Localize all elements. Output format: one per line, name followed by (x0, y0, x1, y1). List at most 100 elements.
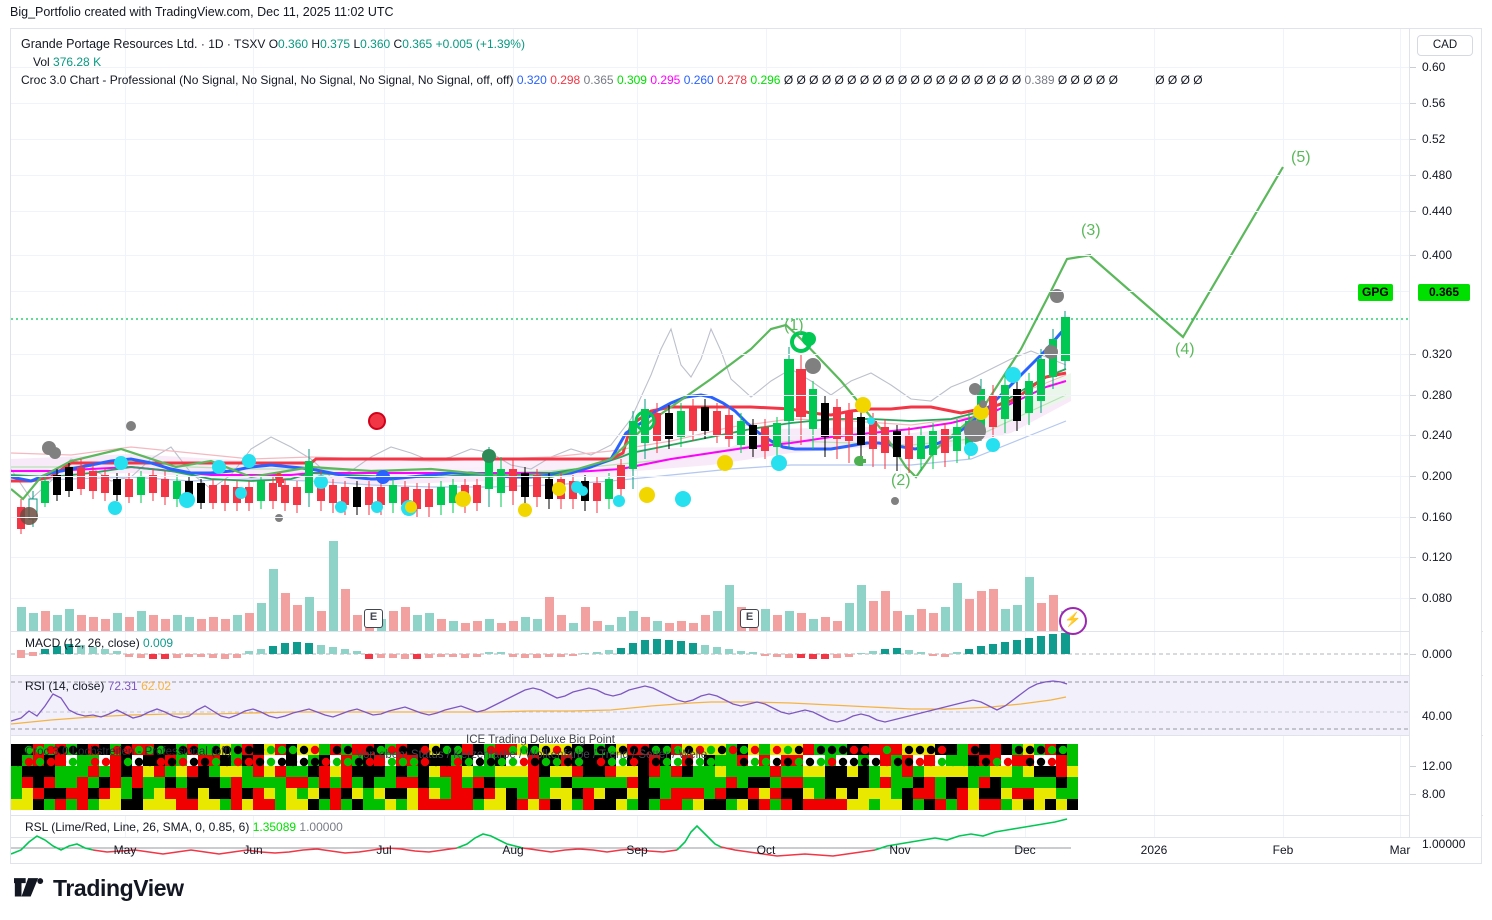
rsl-line-svg (11, 818, 1071, 857)
croc-empty-group: Ø Ø Ø Ø Ø (1057, 73, 1118, 87)
rsi-plot-area[interactable] (11, 676, 1411, 735)
loch-axis-label-1: 12.00 (1422, 759, 1453, 773)
gridline-horizontal (11, 395, 1411, 396)
legend-sep: · (226, 37, 231, 51)
volume-label: Vol (33, 55, 50, 69)
rsl-plot-area[interactable] (11, 816, 1411, 865)
volume-legend[interactable]: Vol 376.28 K (33, 55, 101, 69)
gridline-horizontal (11, 211, 1411, 212)
macd-value: 0.009 (143, 636, 174, 650)
price-tick-label: 0.60 (1422, 60, 1446, 74)
price-tick-label: 0.120 (1422, 550, 1453, 564)
earnings-marker[interactable]: E (740, 609, 759, 628)
symbol-exchange: TSXV (234, 37, 266, 51)
ice-overlay-subtitle: Von oben: Status / Kerzenfarbe / Wolkenf… (356, 749, 708, 761)
rsl-value-2: 1.00000 (299, 820, 343, 834)
price-tick-label: 0.200 (1422, 469, 1453, 483)
croc-value: 0.298 (550, 73, 581, 87)
rsi-value-1: 72.31 (107, 679, 138, 693)
macd-histogram-svg (11, 633, 1411, 659)
croc-value: 0.309 (616, 73, 647, 87)
time-label: Oct (756, 843, 776, 857)
panel-separator (11, 631, 1483, 632)
currency-button[interactable]: CAD (1417, 35, 1473, 56)
gridline-vertical (513, 29, 514, 837)
croc-title: Croc 3.0 Chart - Professional (No Signal… (21, 73, 514, 87)
last-price-badge: 0.365 (1418, 284, 1470, 301)
wave-label-1: (1) (784, 317, 804, 334)
gridline-horizontal (11, 557, 1411, 558)
time-scale[interactable]: May Jun Jul Aug Sep Oct Nov Dec 2026 Feb… (10, 838, 1482, 864)
tradingview-logo: TradingView (14, 875, 184, 902)
ohlc-open-key: O (268, 37, 279, 51)
lochstreifen-plot-area[interactable] (11, 736, 1411, 815)
dividend-marker[interactable]: ⚡ (1059, 607, 1087, 635)
croc-legend[interactable]: Croc 3.0 Chart - Professional (No Signal… (21, 73, 1203, 87)
croc-empty-group: Ø Ø Ø Ø Ø Ø Ø Ø Ø Ø Ø Ø Ø Ø Ø Ø Ø Ø Ø (783, 73, 1022, 87)
macd-plot-area[interactable] (11, 632, 1411, 675)
ohlc-low-key: L (353, 37, 361, 51)
gridline-horizontal (11, 517, 1411, 518)
wave-label-3: (3) (1081, 222, 1101, 239)
rsi-axis-label: 40.00 (1422, 709, 1453, 723)
gridline-horizontal (11, 175, 1411, 176)
price-tick-label: 0.320 (1422, 347, 1453, 361)
croc-value: 0.260 (683, 73, 714, 87)
tradingview-mark-icon (14, 877, 44, 896)
ohlc-high-value: 0.375 (320, 37, 351, 51)
price-plot-area[interactable]: (1) (2) (3) (4) (5) (11, 29, 1411, 631)
gridline-horizontal (11, 255, 1411, 256)
ice-overlay-title: ICE Trading Deluxe Big Point (466, 734, 615, 746)
rsi-line-svg (11, 680, 1411, 730)
ohlc-open-value: 0.360 (278, 37, 309, 51)
croc-empty-group: Ø Ø Ø Ø (1155, 73, 1203, 87)
panel-separator (11, 815, 1483, 816)
price-series-svg (11, 166, 1411, 534)
ohlc-close-key: C (393, 37, 403, 51)
rsl-legend[interactable]: RSL (Lime/Red, Line, 26, SMA, 0, 0.85, 6… (25, 820, 343, 834)
gridline-horizontal (11, 139, 1411, 140)
macd-legend[interactable]: MACD (12, 26, close) 0.009 (25, 636, 173, 650)
time-label: Mar (1389, 843, 1411, 857)
symbol-legend[interactable]: Grande Portage Resources Ltd. · 1D · TSX… (21, 37, 525, 51)
panel-separator (11, 735, 1483, 736)
time-label: May (113, 843, 137, 857)
legend-sep: · (200, 37, 205, 51)
price-tick-label: 0.52 (1422, 132, 1446, 146)
price-tick-label: 0.240 (1422, 428, 1453, 442)
panel-separator (11, 675, 1483, 676)
gridline-vertical (1400, 29, 1401, 837)
croc-value: 0.320 (516, 73, 547, 87)
ohlc-high-key: H (311, 37, 321, 51)
macd-axis-label: 0.000 (1422, 647, 1453, 661)
gridline-horizontal (11, 598, 1411, 599)
time-label: Dec (1014, 843, 1036, 857)
rsi-legend[interactable]: RSI (14, close) 72.31 62.02 (25, 679, 171, 693)
loch-axis-label-2: 8.00 (1422, 787, 1446, 801)
gridline-vertical (1283, 29, 1284, 837)
rsl-axis-label: 1.00000 (1422, 837, 1466, 851)
price-scale[interactable]: CAD 0.60 0.56 0.52 0.480 0.440 0.400 0.3… (1358, 29, 1481, 851)
time-label: Feb (1272, 843, 1294, 857)
gridline-horizontal (11, 103, 1411, 104)
ohlc-close-value: 0.365 (402, 37, 433, 51)
time-label: 2026 (1140, 843, 1168, 857)
price-tick-label: 0.280 (1422, 388, 1453, 402)
wave-label-2: (2) (891, 472, 911, 489)
symbol-interval: 1D (208, 37, 224, 51)
price-tick-label: 0.080 (1422, 591, 1453, 605)
ohlc-low-value: 0.360 (360, 37, 391, 51)
wave-label-5: (5) (1291, 149, 1311, 166)
rsi-title: RSI (14, close) (25, 679, 105, 693)
rsl-title: RSL (Lime/Red, Line, 26, SMA, 0, 0.85, 6… (25, 820, 250, 834)
gridline-vertical (125, 29, 126, 837)
rsl-value-1: 1.35089 (252, 820, 297, 834)
wave-label-4: (4) (1175, 341, 1195, 358)
time-label: Jun (243, 843, 263, 857)
earnings-marker[interactable]: E (364, 609, 383, 628)
price-change: +0.005 (+1.39%) (435, 37, 525, 51)
chart-frame: (1) (2) (3) (4) (5) (10, 28, 1483, 857)
macd-title: MACD (12, 26, close) (25, 636, 140, 650)
price-tick-label: 0.480 (1422, 168, 1453, 182)
symbol-name: Grande Portage Resources Ltd. (21, 37, 198, 51)
